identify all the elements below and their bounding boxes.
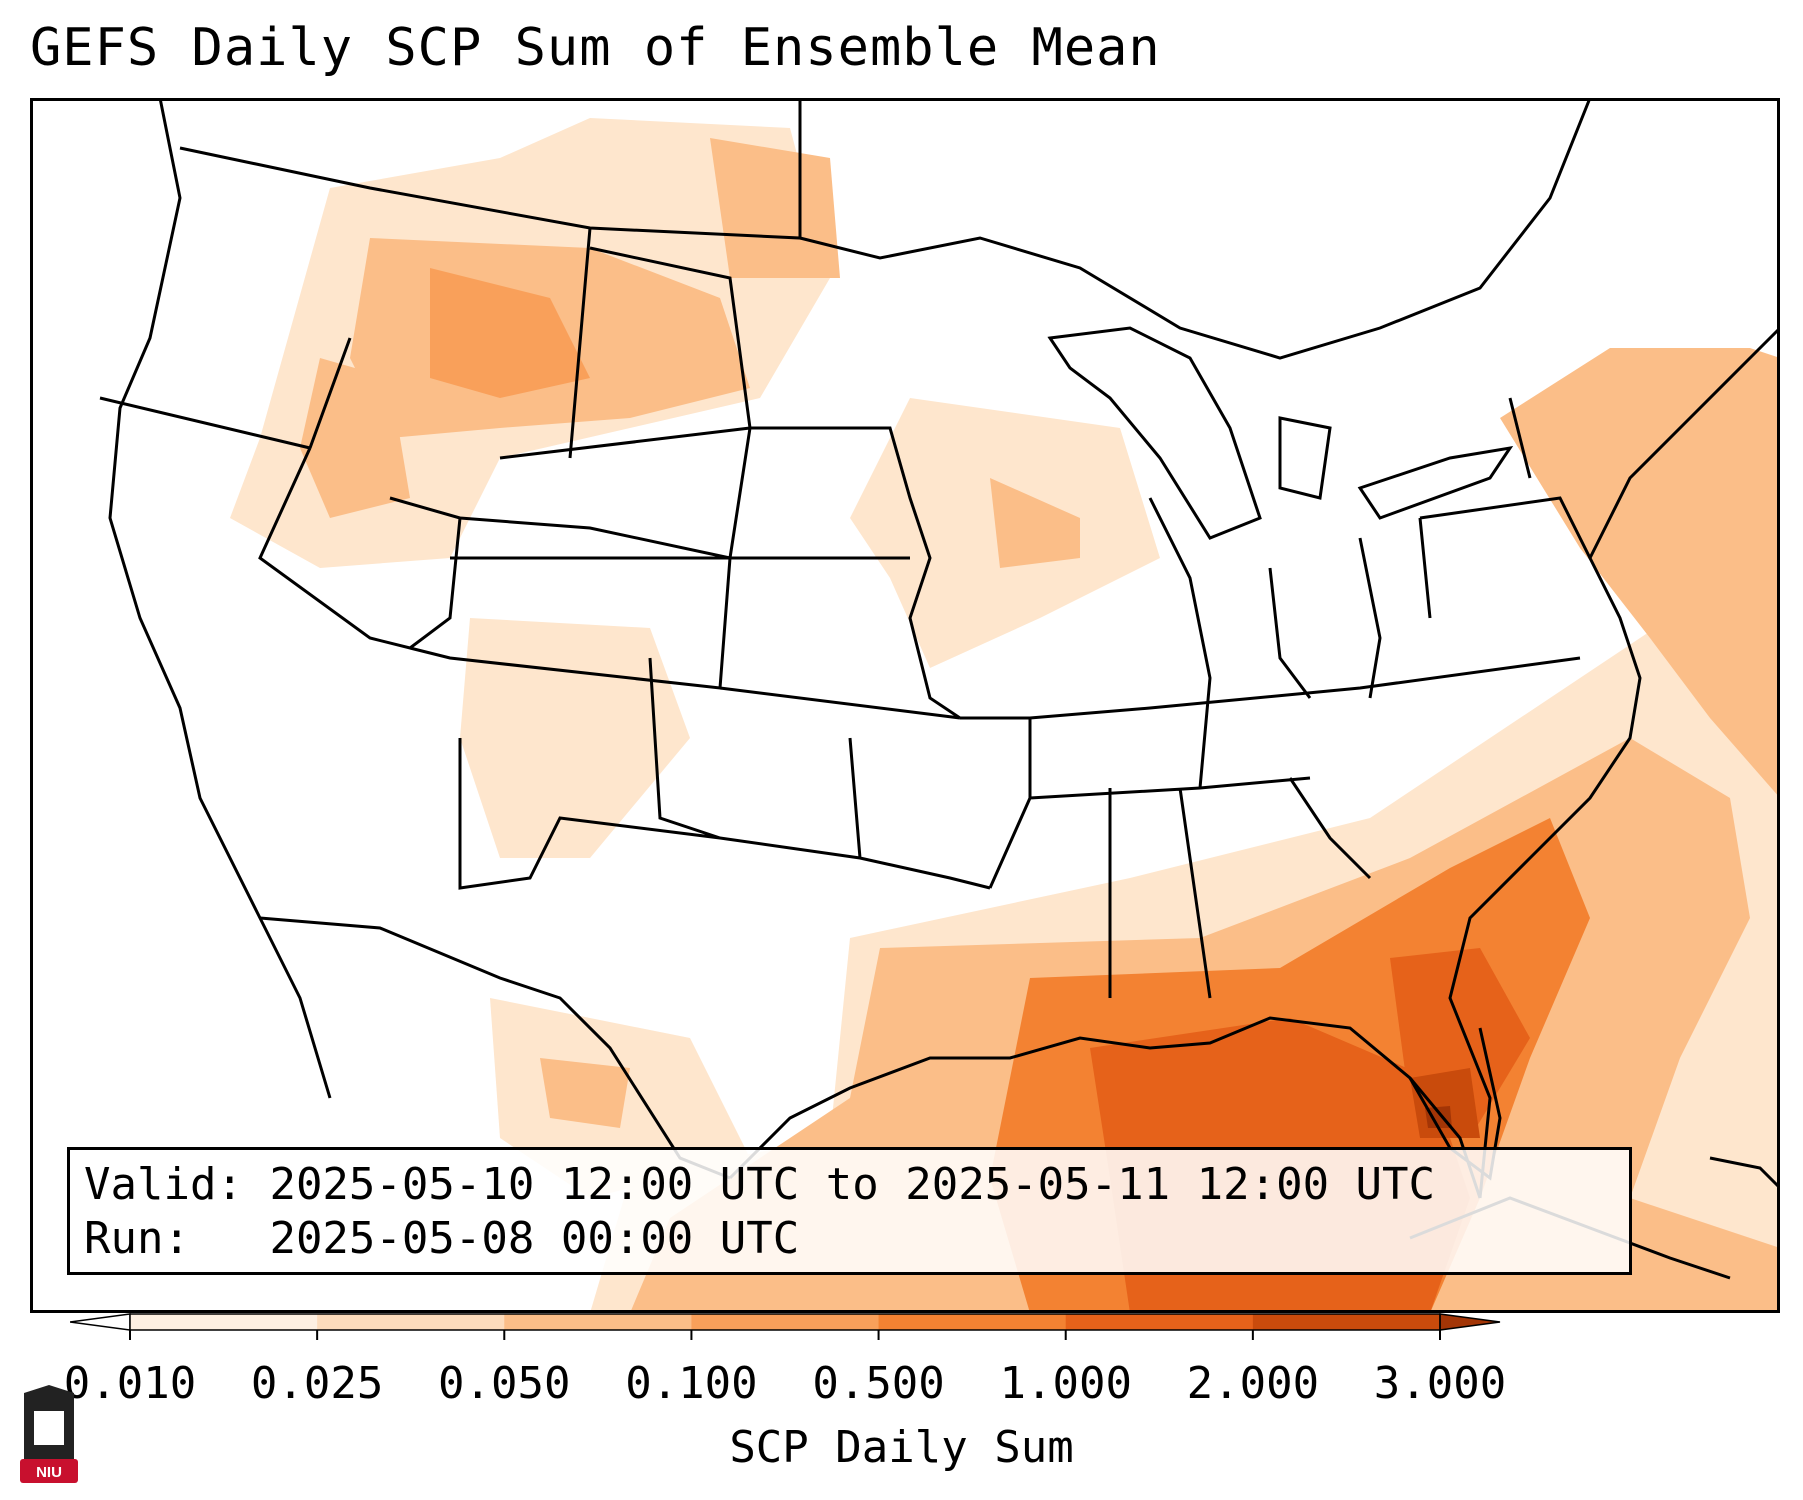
scp-area-atlantic (1500, 348, 1780, 798)
validity-info-box: Valid: 2025-05-10 12:00 UTC to 2025-05-1… (67, 1147, 1632, 1275)
state-lines-central (568, 227, 1581, 720)
colorbar-segment (504, 1314, 692, 1330)
colorbar-tick-label: 0.500 (812, 1358, 945, 1409)
colorbar-over-arrow (1439, 1313, 1501, 1331)
valid-value: 2025-05-10 12:00 UTC to 2025-05-11 12:00… (269, 1159, 1436, 1210)
colorbar-tick-label: 2.000 (1186, 1358, 1320, 1409)
colorbar-segment (317, 1314, 505, 1330)
colorbar-tick-label: 0.100 (625, 1358, 758, 1409)
colorbar-segment (878, 1314, 1067, 1330)
colorbar-segment (691, 1314, 880, 1330)
colorbar-tick-label: 0.050 (438, 1358, 571, 1409)
scp-area-iowa (990, 478, 1080, 568)
valid-row: Valid: 2025-05-10 12:00 UTC to 2025-05-1… (84, 1158, 1615, 1212)
niu-logo: NIU (20, 1385, 78, 1483)
logo-badge (20, 1459, 78, 1483)
colorbar-segments (70, 1313, 1501, 1331)
run-row: Run: 2025-05-08 00:00 UTC (84, 1212, 1615, 1266)
colorbar-tick-label: 0.010 (63, 1358, 197, 1409)
colorbar-under-arrow (70, 1313, 131, 1331)
colorbar-ticks (129, 1330, 1441, 1340)
state-lines-east (1148, 397, 1592, 789)
canada-border-east (799, 98, 1592, 360)
colorbar (70, 1313, 1501, 1340)
colorbar-border (129, 1313, 1441, 1331)
run-value: 2025-05-08 00:00 UTC (269, 1213, 800, 1264)
political-borders (99, 98, 1780, 1199)
colorbar-label: SCP Daily Sum (729, 1422, 1074, 1473)
run-label: Run: (84, 1213, 190, 1264)
colorbar-segment (1065, 1314, 1254, 1330)
atlantic-coast (1448, 326, 1780, 1199)
scp-area-montana-core (430, 268, 590, 398)
map-title: GEFS Daily SCP Sum of Ensemble Mean (30, 18, 1161, 78)
valid-label: Valid: (84, 1159, 243, 1210)
colorbar-tick-label: 0.025 (250, 1358, 384, 1409)
great-lakes (1047, 326, 1514, 540)
colorbar-tick-label: 1.000 (999, 1358, 1132, 1409)
map-frame (30, 98, 1780, 1313)
scp-area-mexico-core (540, 1058, 630, 1128)
colorbar-segment (130, 1314, 318, 1330)
scp-area-nd (710, 138, 840, 278)
logo-roof (24, 1385, 74, 1393)
hispaniola-outline (1709, 1156, 1780, 1190)
map-panel[interactable] (30, 98, 1780, 1313)
west-coast (108, 98, 332, 1099)
colorbar-segment (1252, 1314, 1441, 1330)
logo-window (34, 1411, 64, 1445)
logo-text: NIU (36, 1464, 62, 1481)
scp-map (30, 98, 1780, 1313)
colorbar-tick-label: 3.000 (1373, 1358, 1507, 1409)
